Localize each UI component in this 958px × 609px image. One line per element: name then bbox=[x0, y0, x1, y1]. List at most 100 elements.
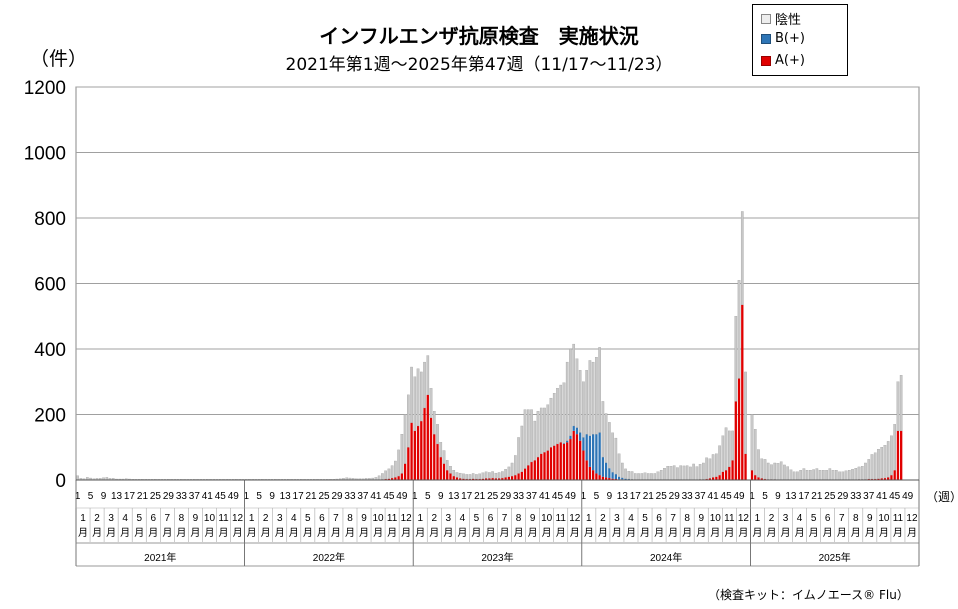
x-week-label: 1 bbox=[243, 491, 249, 502]
x-week-label: 41 bbox=[202, 491, 214, 502]
bar-negative bbox=[773, 462, 777, 480]
x-month-label: 9 bbox=[867, 513, 873, 524]
x-month-label: 1 bbox=[417, 513, 423, 524]
x-week-label: 41 bbox=[708, 491, 720, 502]
x-week-label: 13 bbox=[785, 491, 797, 502]
bar-negative bbox=[465, 474, 469, 480]
bar-a-positive bbox=[549, 447, 553, 480]
bar-a-positive bbox=[591, 470, 595, 480]
x-week-label: 25 bbox=[824, 491, 836, 502]
bar-a-positive bbox=[608, 478, 611, 480]
bar-a-positive bbox=[601, 476, 605, 480]
x-month-suffix: 月 bbox=[443, 527, 453, 539]
y-tick-label: 0 bbox=[55, 471, 66, 492]
x-week-label: 9 bbox=[438, 491, 444, 502]
bar-negative bbox=[481, 472, 485, 479]
bar-a-positive bbox=[893, 470, 896, 480]
bar-a-positive bbox=[523, 468, 527, 480]
bar-a-positive bbox=[533, 460, 536, 480]
bar-negative bbox=[449, 466, 452, 474]
bar-negative bbox=[873, 452, 877, 480]
x-month-suffix: 月 bbox=[809, 527, 819, 539]
bar-negative bbox=[809, 470, 812, 481]
x-month-label: 9 bbox=[698, 513, 704, 524]
x-month-label: 10 bbox=[710, 513, 722, 524]
bar-negative bbox=[899, 375, 903, 432]
x-month-label: 2 bbox=[431, 513, 437, 524]
x-week-label: 17 bbox=[798, 491, 810, 502]
y-tick-label: 200 bbox=[34, 406, 66, 427]
bar-negative bbox=[442, 450, 446, 464]
x-month-suffix: 月 bbox=[92, 527, 102, 539]
bar-negative bbox=[640, 473, 644, 481]
x-week-label: 37 bbox=[695, 491, 707, 502]
bar-negative bbox=[779, 461, 783, 480]
bar-negative bbox=[426, 355, 430, 395]
bar-a-positive bbox=[711, 477, 715, 480]
bar-a-positive bbox=[426, 394, 429, 480]
x-month-suffix: 月 bbox=[612, 527, 622, 539]
x-month-label: 9 bbox=[530, 513, 536, 524]
y-tick-label: 800 bbox=[34, 209, 66, 230]
x-month-label: 5 bbox=[474, 513, 480, 524]
bar-negative bbox=[478, 473, 481, 480]
bar-negative bbox=[416, 368, 420, 427]
legend-label-negative: 陰性 bbox=[775, 13, 802, 28]
bar-a-positive bbox=[611, 478, 614, 480]
x-week-label: 1 bbox=[581, 491, 587, 502]
x-month-label: 10 bbox=[204, 513, 216, 524]
bar-b-positive bbox=[582, 437, 585, 451]
x-month-suffix: 月 bbox=[795, 527, 805, 539]
bar-negative bbox=[786, 466, 790, 480]
x-month-suffix: 月 bbox=[345, 527, 355, 539]
x-month-suffix: 月 bbox=[752, 527, 762, 539]
x-week-label: 21 bbox=[474, 491, 486, 502]
bar-a-positive bbox=[446, 470, 449, 480]
bar-negative bbox=[715, 453, 718, 477]
bar-negative bbox=[822, 470, 825, 481]
bar-b-positive bbox=[608, 468, 611, 479]
bar-negative bbox=[828, 468, 832, 481]
x-week-label: 41 bbox=[876, 491, 888, 502]
bar-negative bbox=[744, 371, 747, 454]
bar-negative bbox=[504, 469, 507, 478]
x-month-label: 12 bbox=[738, 513, 750, 524]
x-year-label: 2025年 bbox=[819, 551, 851, 564]
bar-negative bbox=[689, 466, 692, 481]
bar-negative bbox=[617, 453, 621, 477]
bar-negative bbox=[877, 449, 880, 479]
bar-b-positive bbox=[624, 478, 627, 480]
x-week-label: 5 bbox=[256, 491, 262, 502]
bar-negative bbox=[494, 472, 498, 479]
x-month-label: 2 bbox=[94, 513, 100, 524]
bar-negative bbox=[543, 407, 546, 453]
bar-negative bbox=[802, 468, 806, 481]
x-month-suffix: 月 bbox=[190, 527, 200, 539]
x-month-suffix: 月 bbox=[851, 527, 861, 539]
bar-negative bbox=[847, 470, 851, 481]
bar-a-positive bbox=[420, 421, 423, 480]
bar-a-positive bbox=[403, 463, 407, 480]
x-month-label: 1 bbox=[586, 513, 592, 524]
bar-a-positive bbox=[517, 473, 520, 480]
x-year-label: 2021年 bbox=[144, 551, 176, 564]
x-month-suffix: 月 bbox=[219, 527, 229, 539]
bar-a-positive bbox=[501, 478, 504, 480]
legend-item-a: A(+) bbox=[761, 53, 805, 68]
bar-a-positive bbox=[900, 430, 903, 480]
bar-negative bbox=[552, 393, 556, 446]
bar-a-positive bbox=[731, 460, 734, 480]
x-month-suffix: 月 bbox=[162, 527, 172, 539]
legend-swatch-b bbox=[761, 33, 771, 44]
x-month-label: 10 bbox=[878, 513, 890, 524]
x-month-suffix: 月 bbox=[598, 527, 608, 539]
bar-negative bbox=[439, 442, 443, 458]
legend-item-negative: 陰性 bbox=[761, 9, 801, 28]
bar-b-positive bbox=[569, 435, 572, 440]
bar-negative bbox=[818, 470, 822, 481]
x-month-suffix: 月 bbox=[176, 527, 186, 539]
x-week-label: 45 bbox=[721, 491, 733, 502]
bar-negative bbox=[643, 472, 647, 481]
x-month-suffix: 月 bbox=[261, 527, 271, 539]
bar-negative bbox=[400, 433, 404, 474]
